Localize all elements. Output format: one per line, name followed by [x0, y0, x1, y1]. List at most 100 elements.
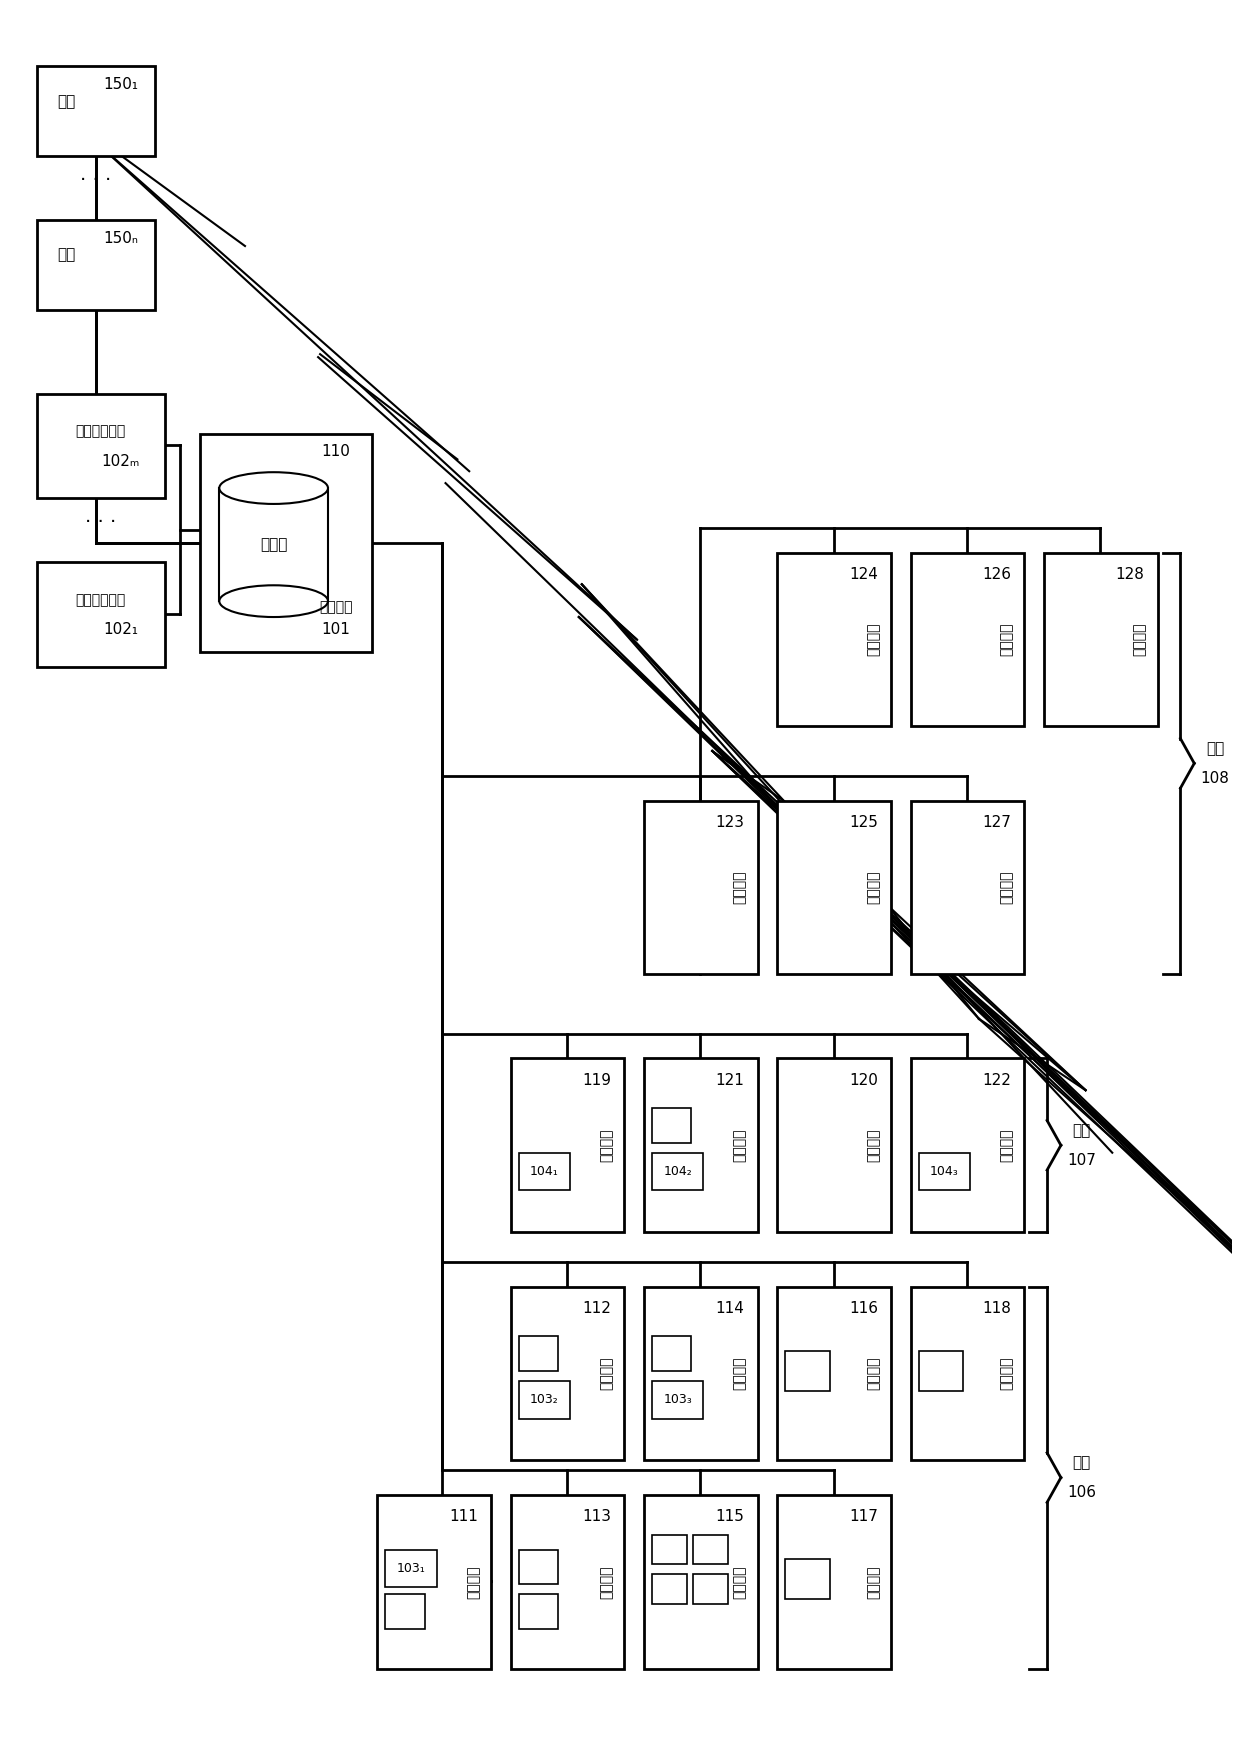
Text: 112: 112	[583, 1302, 611, 1316]
Bar	[644, 1058, 758, 1232]
Bar	[200, 433, 372, 652]
Bar	[652, 1382, 703, 1418]
Bar	[652, 1152, 703, 1191]
Text: 数据节点: 数据节点	[999, 622, 1013, 657]
Text: 数据节点: 数据节点	[599, 1357, 614, 1390]
Bar	[36, 66, 155, 156]
Bar	[777, 1058, 892, 1232]
Text: 数据节点: 数据节点	[599, 1564, 614, 1599]
Text: 125: 125	[849, 815, 878, 829]
Text: 数据节点: 数据节点	[1133, 622, 1147, 657]
Bar	[777, 1286, 892, 1460]
Text: 第二名称节点: 第二名称节点	[76, 424, 126, 438]
Bar	[36, 221, 155, 309]
Text: 120: 120	[849, 1072, 878, 1088]
Text: 名称节点: 名称节点	[319, 600, 352, 614]
Text: 群组: 群组	[1073, 1455, 1091, 1470]
Text: 103₃: 103₃	[663, 1394, 692, 1406]
Text: 数据节点: 数据节点	[867, 1564, 880, 1599]
Text: 115: 115	[715, 1509, 744, 1524]
Bar	[386, 1550, 436, 1587]
Text: 数据节点: 数据节点	[999, 1128, 1013, 1163]
Text: 150₁: 150₁	[103, 76, 138, 92]
Bar	[777, 1495, 892, 1668]
Bar	[652, 1535, 687, 1564]
Bar	[785, 1350, 830, 1390]
Text: 116: 116	[849, 1302, 878, 1316]
Bar	[518, 1550, 558, 1585]
Bar	[511, 1286, 624, 1460]
Bar	[652, 1575, 687, 1604]
Bar	[910, 1058, 1024, 1232]
Bar	[644, 1286, 758, 1460]
Text: 123: 123	[715, 815, 744, 829]
Text: 121: 121	[715, 1072, 744, 1088]
Text: 数据节点: 数据节点	[733, 1128, 746, 1163]
Text: 用户: 用户	[57, 247, 76, 262]
Text: 114: 114	[715, 1302, 744, 1316]
Text: 数据节点: 数据节点	[867, 871, 880, 904]
Text: 104₂: 104₂	[663, 1164, 692, 1178]
Ellipse shape	[219, 473, 327, 504]
Text: 107: 107	[1068, 1152, 1096, 1168]
Text: 110: 110	[321, 443, 351, 459]
Text: 群组: 群组	[1073, 1123, 1091, 1138]
Text: 108: 108	[1200, 770, 1229, 786]
Text: 127: 127	[982, 815, 1011, 829]
Bar	[518, 1337, 558, 1371]
Text: 119: 119	[582, 1072, 611, 1088]
Bar	[1044, 553, 1158, 726]
Text: 150ₙ: 150ₙ	[103, 231, 138, 245]
Bar	[652, 1337, 692, 1371]
Text: 117: 117	[849, 1509, 878, 1524]
Bar	[219, 488, 327, 601]
Text: · · ·: · · ·	[81, 170, 112, 189]
Text: 用户: 用户	[57, 94, 76, 109]
Text: 数据节点: 数据节点	[999, 1357, 1013, 1390]
Bar	[785, 1559, 830, 1599]
Bar	[652, 1109, 692, 1144]
Text: 124: 124	[849, 567, 878, 582]
Bar	[777, 553, 892, 726]
Text: 数据节点: 数据节点	[999, 871, 1013, 904]
Bar	[377, 1495, 491, 1668]
Ellipse shape	[219, 586, 327, 617]
Bar	[518, 1152, 570, 1191]
Text: 102ₘ: 102ₘ	[102, 454, 140, 469]
Text: 数据节点: 数据节点	[599, 1128, 614, 1163]
Bar	[919, 1350, 963, 1390]
Text: 113: 113	[582, 1509, 611, 1524]
Text: 群组: 群组	[1205, 740, 1224, 756]
Text: 122: 122	[982, 1072, 1011, 1088]
Bar	[777, 801, 892, 975]
Text: 数据节点: 数据节点	[466, 1564, 480, 1599]
Bar	[644, 801, 758, 975]
Bar	[518, 1382, 570, 1418]
Bar	[919, 1152, 970, 1191]
Bar	[910, 801, 1024, 975]
Text: 126: 126	[982, 567, 1011, 582]
Text: 数据节点: 数据节点	[733, 871, 746, 904]
Text: 数据节点: 数据节点	[867, 1357, 880, 1390]
Text: 第一名称节点: 第一名称节点	[76, 593, 126, 607]
Text: 数据节点: 数据节点	[867, 622, 880, 657]
Text: 数据节点: 数据节点	[733, 1357, 746, 1390]
Bar	[644, 1495, 758, 1668]
Bar	[36, 563, 165, 667]
Text: 数据节点: 数据节点	[867, 1128, 880, 1163]
Bar	[910, 1286, 1024, 1460]
Bar	[910, 553, 1024, 726]
Bar	[36, 395, 165, 499]
Text: · · ·: · · ·	[86, 513, 117, 532]
Text: 111: 111	[449, 1509, 477, 1524]
Text: 104₁: 104₁	[529, 1164, 559, 1178]
Text: 102₁: 102₁	[103, 622, 138, 638]
Text: 101: 101	[321, 622, 351, 638]
Text: 数据节点: 数据节点	[733, 1564, 746, 1599]
Bar	[511, 1495, 624, 1668]
Bar	[511, 1058, 624, 1232]
Bar	[693, 1535, 728, 1564]
Bar	[693, 1575, 728, 1604]
Text: 118: 118	[982, 1302, 1011, 1316]
Bar	[518, 1594, 558, 1629]
